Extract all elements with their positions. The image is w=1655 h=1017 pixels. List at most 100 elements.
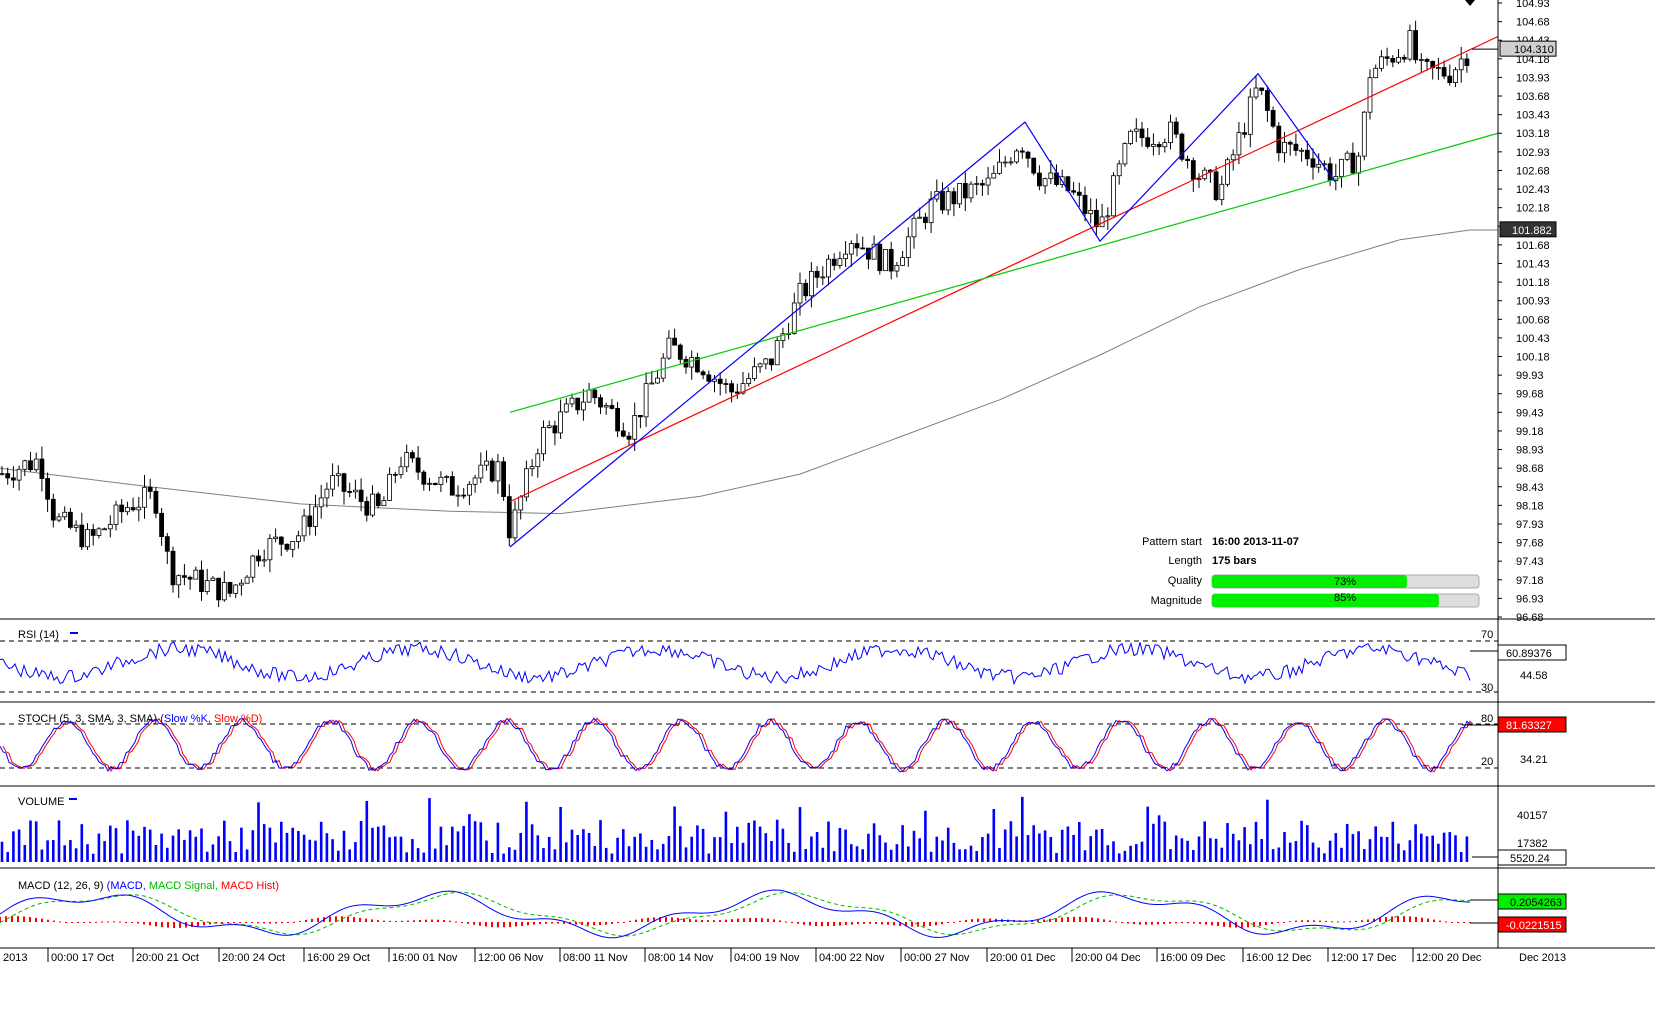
price-tick-label: 102.68 [1516,165,1550,177]
macd-hist-bar [593,922,595,926]
volume-bar [1072,834,1075,862]
macd-hist-bar [1079,916,1081,922]
volume-bar [821,847,825,862]
macd-hist-bar [1319,920,1321,922]
candle-body [1344,152,1350,160]
candle-body [1339,158,1344,177]
macd-hist-bar [617,922,619,924]
volume-bar [1169,849,1172,862]
candle-body [432,482,438,485]
volume-bar [1277,847,1281,862]
volume-bar [582,829,585,862]
macd-hist-bar [527,922,529,926]
volume-bar [1294,841,1298,862]
volume-bar [884,842,887,862]
macd-hist-bar [1295,920,1297,922]
macd-hist-bar [1289,921,1291,923]
price-tick-label: 101.43 [1516,258,1550,270]
macd-hist-bar [1163,922,1165,924]
panel-menu-icon[interactable] [1465,0,1475,6]
candle-body [227,582,233,594]
candle-body [700,371,706,376]
macd-hist-bar [875,922,877,924]
candle-body [1259,87,1265,91]
macd-hist-bar [1331,921,1333,923]
candle-body [392,473,398,476]
volume-bar [166,847,169,862]
candle-body [592,389,598,399]
last-price-label: 104.310 [1514,44,1554,56]
macd-hist-bar [473,922,475,925]
macd-hist-bar [371,919,373,922]
candle-body [495,461,501,482]
quality-bar-fill [1212,575,1407,588]
macd-hist-bar [1103,919,1105,922]
candle-body [370,493,375,516]
macd-hist-bar [935,922,937,926]
macd-hist-bar [221,922,223,924]
volume-bar [1397,843,1400,862]
candle-body [278,536,284,545]
price-tick-label: 96.93 [1516,593,1544,605]
price-tick-label: 101.68 [1516,240,1550,252]
volume-bar [1311,842,1315,862]
volume-bar [1146,806,1149,862]
candle-body [1390,57,1396,63]
macd-hist-bar [17,916,19,922]
volume-bar [502,853,505,862]
candle-body [1116,163,1122,177]
volume-bar [713,837,716,862]
candle-body [478,464,484,479]
macd-hist-bar [1115,921,1117,923]
last-price-box [1499,40,1557,57]
rsi-level-high: 70 [1481,629,1493,641]
macd-hist-bar [71,922,73,923]
volume-bar [394,836,397,862]
candle-body [1082,194,1088,215]
volume-bar [451,826,454,862]
candle-body [449,476,455,496]
volume-bar [1249,844,1252,862]
macd-hist-bar [869,922,871,924]
volume-bar [1066,826,1070,862]
candle-body [763,358,769,365]
candle-body [415,457,421,473]
volume-bar [1083,850,1087,862]
candle-body [233,584,239,594]
volume-bar [1220,847,1224,862]
candle-body [826,258,831,278]
macd-hist-bar [761,918,763,922]
price-tick-label: 98.68 [1516,463,1544,475]
volume-bar [1266,799,1269,862]
macd-hist-bar [485,922,487,927]
macd-hist-bar [35,917,37,922]
macd-hist-bar [251,922,253,923]
candle-body [113,504,119,525]
macd-hist-bar [1031,920,1033,922]
volume-bar [627,846,631,862]
volume-bar [907,846,910,862]
volume-bar [1214,838,1218,862]
volume-bar [850,844,853,862]
right-axis: 60.89376 44.58 81.63327 34.21 40157 1738… [1462,0,1655,949]
macd-hist-bar [461,922,463,923]
candle-body [1265,90,1270,111]
price-tick-label: 101.18 [1516,277,1550,289]
volume-bar [171,835,175,862]
stoch-panel: STOCH (5, 3, SMA, 3, SMA) (Slow %K, Slow… [0,701,1498,773]
volume-bar [468,814,471,862]
macd-hist-bar [509,922,511,928]
macd-hist-bar [1445,921,1447,923]
macd-hist-bar [533,922,535,925]
volume-bar [1402,850,1406,862]
time-tick-label: 04:00 22 Nov [819,952,885,964]
macd-value: 0.2054263 [1510,897,1562,909]
macd-hist-bar [575,922,577,925]
macd-hist-bar [239,922,241,923]
macd-hist-bar [191,922,193,927]
candle-body [774,340,780,366]
macd-hist-bar [827,922,829,927]
candle-body [980,183,985,186]
macd-hist-bar [545,922,547,924]
